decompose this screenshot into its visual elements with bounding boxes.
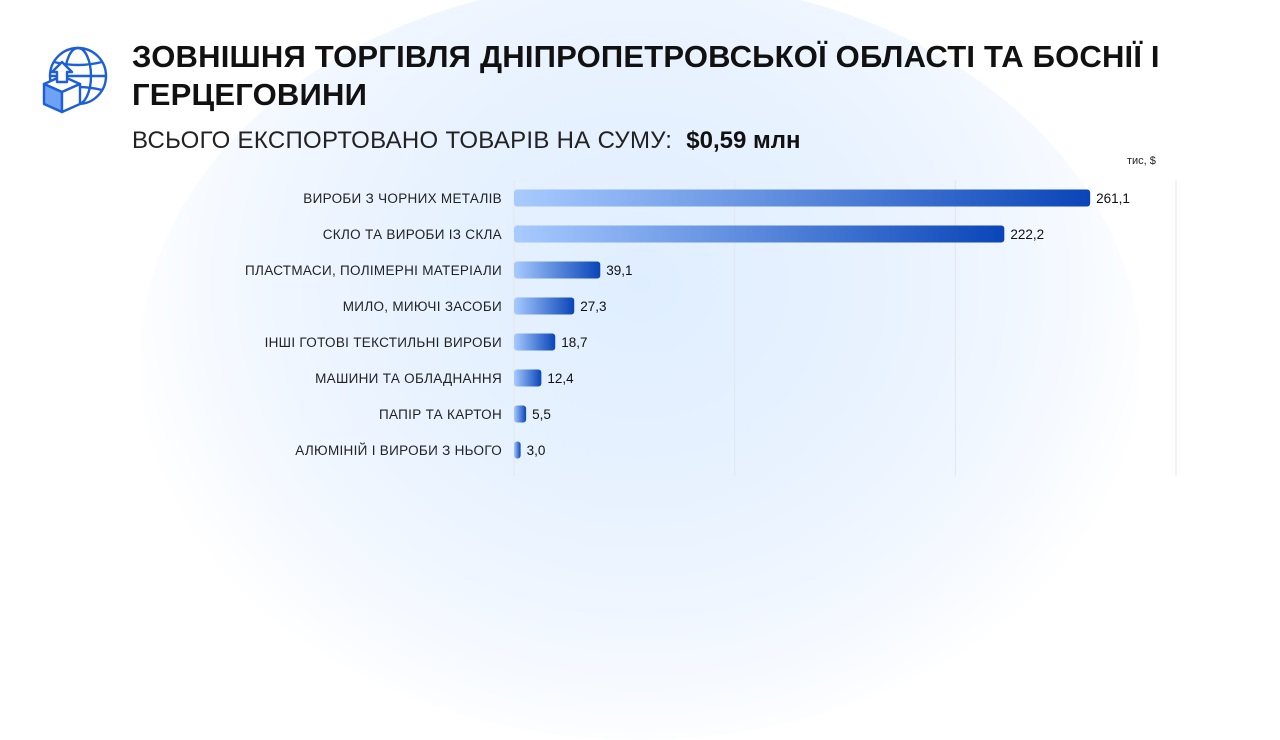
bar	[514, 297, 575, 315]
category-label: СКЛО ТА ВИРОБИ ІЗ СКЛА	[323, 227, 502, 242]
bar	[514, 225, 1005, 243]
category-label: ІНШІ ГОТОВІ ТЕКСТИЛЬНІ ВИРОБИ	[265, 335, 502, 350]
unit-label: тис, $	[1127, 155, 1156, 167]
value-label: 18,7	[561, 335, 587, 350]
bar	[514, 369, 542, 387]
bar	[514, 441, 521, 459]
category-label: АЛЮМІНІЙ І ВИРОБИ З НЬОГО	[295, 443, 502, 458]
bar	[514, 189, 1091, 207]
value-label: 27,3	[580, 299, 606, 314]
bar	[514, 261, 601, 279]
summary-label: ВСЬОГО ЕКСПОРТОВАНО ТОВАРІВ НА СУМУ:	[132, 127, 673, 154]
category-label: ПАПІР ТА КАРТОН	[379, 407, 502, 422]
value-label: 12,4	[547, 371, 574, 386]
category-label: МИЛО, МИЮЧІ ЗАСОБИ	[343, 299, 502, 314]
value-label: 39,1	[606, 263, 632, 278]
category-label: МАШИНИ ТА ОБЛАДНАННЯ	[315, 371, 502, 386]
bar	[514, 405, 527, 423]
value-label: 261,1	[1096, 191, 1130, 206]
summary-value: $0,59 млн	[686, 127, 801, 154]
page-title: ЗОВНІШНЯ ТОРГІВЛЯ ДНІПРОПЕТРОВСЬКОЇ ОБЛА…	[132, 39, 1160, 112]
export-summary: ВСЬОГО ЕКСПОРТОВАНО ТОВАРІВ НА СУМУ: $0,5…	[132, 126, 800, 156]
category-label: ВИРОБИ З ЧОРНИХ МЕТАЛІВ	[303, 191, 502, 206]
value-label: 5,5	[532, 407, 551, 422]
globe-export-box-icon	[42, 46, 108, 114]
value-label: 3,0	[527, 443, 546, 458]
value-label: 222,2	[1010, 227, 1044, 242]
bar-chart: ВИРОБИ З ЧОРНИХ МЕТАЛІВ 261,1 СКЛО ТА ВИРО…	[245, 180, 1177, 476]
category-label: ПЛАСТМАСИ, ПОЛІМЕРНІ МАТЕРІАЛИ	[245, 263, 502, 278]
bar	[514, 333, 556, 351]
